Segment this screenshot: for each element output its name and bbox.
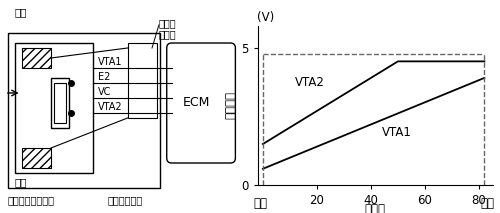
Text: 节气门: 节气门 [364,203,386,213]
Text: 磁轭: 磁轭 [14,7,27,17]
Bar [22,48,51,68]
Text: (V): (V) [258,11,275,24]
Text: VTA2: VTA2 [98,102,122,112]
Text: 全开: 全开 [480,197,494,210]
Bar [128,43,157,118]
Text: 霍尔集成电路: 霍尔集成电路 [108,195,143,205]
Bar [51,78,68,128]
Text: 磁轭: 磁轭 [14,177,27,187]
Text: 霍尔集
成电路: 霍尔集 成电路 [159,18,176,40]
Bar [54,83,66,123]
Bar [8,33,160,188]
Text: E2: E2 [98,72,110,82]
Bar [14,43,93,173]
Text: 全关: 全关 [253,197,267,210]
Text: VC: VC [98,87,112,97]
Bar [22,148,51,168]
Text: 节气门位置传感器: 节气门位置传感器 [8,195,55,205]
Y-axis label: 输出电压: 输出电压 [224,91,237,119]
Text: ECM: ECM [182,96,210,109]
Text: VTA1: VTA1 [98,57,122,67]
Text: VTA2: VTA2 [296,76,325,89]
Text: VTA1: VTA1 [382,126,412,139]
